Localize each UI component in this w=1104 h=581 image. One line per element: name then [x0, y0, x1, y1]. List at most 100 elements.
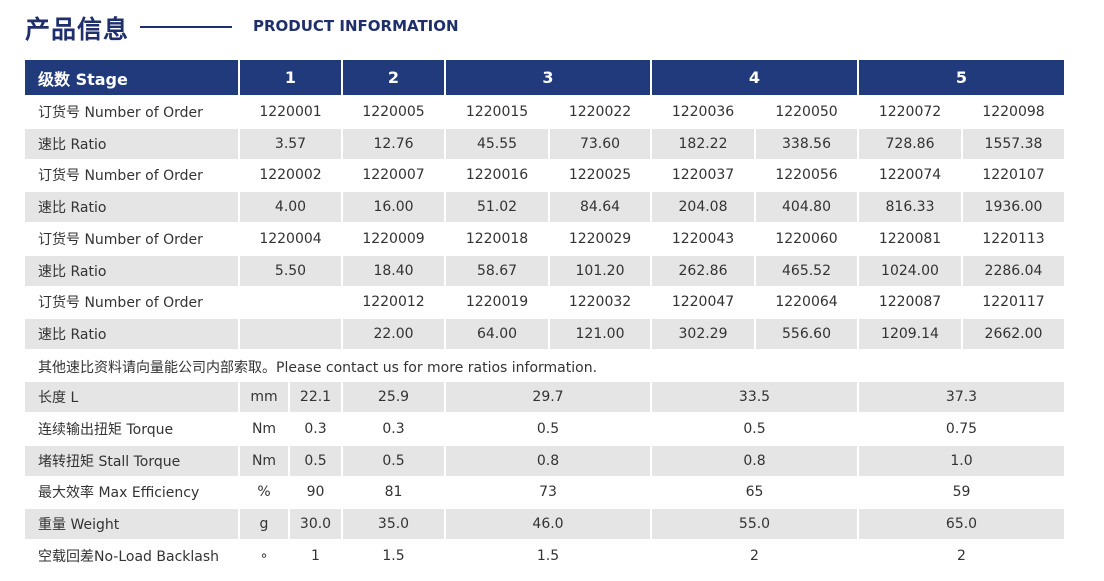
order-row: 订货号 Number of Order 1220004 1220009 1220018… [25, 224, 1064, 254]
cell: 25.9 [343, 382, 444, 412]
cell: 22.00 [343, 318, 444, 349]
cell: 73 [539, 484, 557, 501]
title-divider [140, 26, 232, 28]
cell: 35.0 [343, 509, 444, 540]
page-title-en: PRODUCT INFORMATION [253, 17, 459, 35]
spec-unit: mm [240, 382, 288, 412]
row-label: 速比 Ratio [25, 318, 238, 349]
cell: 1220037 [671, 167, 735, 184]
cell: 3.57 [240, 128, 341, 159]
order-row: 订货号 Number of Order 1220002 1220007 1220016… [25, 160, 1064, 190]
cell: 1.5 [536, 548, 560, 564]
cell: 0.8 [446, 445, 650, 476]
cell: 1220016 [465, 167, 529, 184]
ratio-row: 速比 Ratio 22.00 64.00 121.00 302.29 556.60 1209… [25, 318, 1064, 349]
cell: 16.00 [343, 192, 444, 223]
cell: 1220012 [362, 294, 425, 311]
cell: 182.22 [652, 128, 754, 159]
cell: 81 [384, 484, 403, 501]
cell: 0.75 [945, 420, 978, 437]
stage-2: 2 [343, 60, 444, 95]
order-row: 订货号 Number of Order 1220012 1220019 1220032… [25, 287, 1064, 317]
cell: 1220032 [568, 294, 632, 311]
cell: 0.5 [743, 420, 766, 437]
cell: 1220107 [982, 167, 1045, 184]
cell: 1220019 [465, 294, 529, 311]
cell: 1209.14 [859, 318, 961, 349]
spec-unit: g [240, 509, 288, 540]
cell: 30.0 [290, 509, 341, 540]
cell: 121.00 [550, 318, 650, 349]
stage-5: 5 [859, 60, 1064, 95]
spec-label: 重量 Weight [25, 509, 238, 540]
cell: 1 [311, 548, 320, 564]
cell: 0.5 [290, 445, 341, 476]
cell: 2 [957, 548, 966, 564]
cell: 0.8 [652, 445, 857, 476]
spec-label: 堵转扭矩 Stall Torque [25, 445, 238, 476]
cell: 204.08 [652, 192, 754, 223]
cell: 65 [745, 484, 764, 501]
cell: 404.80 [756, 192, 857, 223]
row-label: 速比 Ratio [25, 128, 238, 159]
cell: 5.50 [240, 255, 341, 286]
spec-row: 连续输出扭矩 Torque Nm 0.3 0.3 0.5 0.5 0.75 [25, 414, 1064, 444]
cell: 1220022 [568, 104, 632, 120]
cell: 1220050 [775, 104, 838, 120]
cell: 101.20 [550, 255, 650, 286]
cell: 84.64 [550, 192, 650, 223]
cell: 0.5 [343, 445, 444, 476]
cell: 1936.00 [963, 192, 1064, 223]
cell: 58.67 [446, 255, 548, 286]
spec-row: 重量 Weight g 30.0 35.0 46.0 55.0 65.0 [25, 509, 1064, 540]
cell: 1220098 [982, 104, 1045, 120]
cell: 1024.00 [859, 255, 961, 286]
cell: 1220007 [362, 167, 425, 184]
cell: 728.86 [859, 128, 961, 159]
cell: 338.56 [756, 128, 857, 159]
cell: 29.7 [446, 382, 650, 412]
cell: 1.5 [382, 548, 405, 564]
spec-unit: ∘ [259, 548, 269, 564]
page-title-cn: 产品信息 [25, 15, 130, 44]
spec-row: 空载回差No-Load Backlash ∘ 1 1.5 1.5 2 2 [25, 541, 1064, 571]
cell [240, 287, 341, 317]
spec-label: 空载回差No-Load Backlash [38, 549, 220, 565]
cell: 51.02 [446, 192, 548, 223]
cell: 73.60 [550, 128, 650, 159]
cell: 90 [306, 484, 325, 501]
row-label: 订货号 Number of Order [38, 105, 203, 121]
cell: 0.3 [304, 420, 327, 437]
cell: 33.5 [652, 382, 857, 412]
ratio-note: 其他速比资料请向量能公司内部索取。Please contact us for m… [38, 360, 598, 376]
cell: 1220001 [259, 104, 322, 120]
cell: 55.0 [652, 509, 857, 540]
spec-label: 连续输出扭矩 Torque [38, 421, 174, 438]
cell: 1220029 [568, 230, 632, 247]
stage-1: 1 [240, 60, 341, 95]
cell: 0.5 [536, 420, 560, 437]
stage-header-row: 级数 Stage 1 2 3 4 5 [25, 60, 1064, 95]
cell: 2286.04 [963, 255, 1064, 286]
cell: 1220087 [878, 294, 942, 311]
spec-unit: % [257, 484, 271, 501]
spec-row: 堵转扭矩 Stall Torque Nm 0.5 0.5 0.8 0.8 1.0 [25, 445, 1064, 476]
row-label: 订货号 Number of Order [38, 168, 203, 185]
cell: 1220018 [465, 230, 529, 247]
spec-label: 最大效率 Max Efficiency [38, 485, 200, 502]
cell: 1220004 [259, 230, 322, 247]
cell: 18.40 [343, 255, 444, 286]
cell: 1220047 [671, 294, 735, 311]
ratio-row: 速比 Ratio 3.57 12.76 45.55 73.60 182.22 338.56 7… [25, 128, 1064, 159]
cell: 1220064 [775, 294, 838, 311]
cell: 1220113 [982, 230, 1045, 247]
cell: 4.00 [240, 192, 341, 223]
cell: 46.0 [446, 509, 650, 540]
cell: 556.60 [756, 318, 857, 349]
cell: 59 [952, 484, 971, 501]
spec-unit: Nm [251, 420, 277, 437]
cell: 1220072 [878, 104, 942, 120]
ratio-row: 速比 Ratio 4.00 16.00 51.02 84.64 204.08 404.80 8… [25, 192, 1064, 223]
cell: 2662.00 [963, 318, 1064, 349]
